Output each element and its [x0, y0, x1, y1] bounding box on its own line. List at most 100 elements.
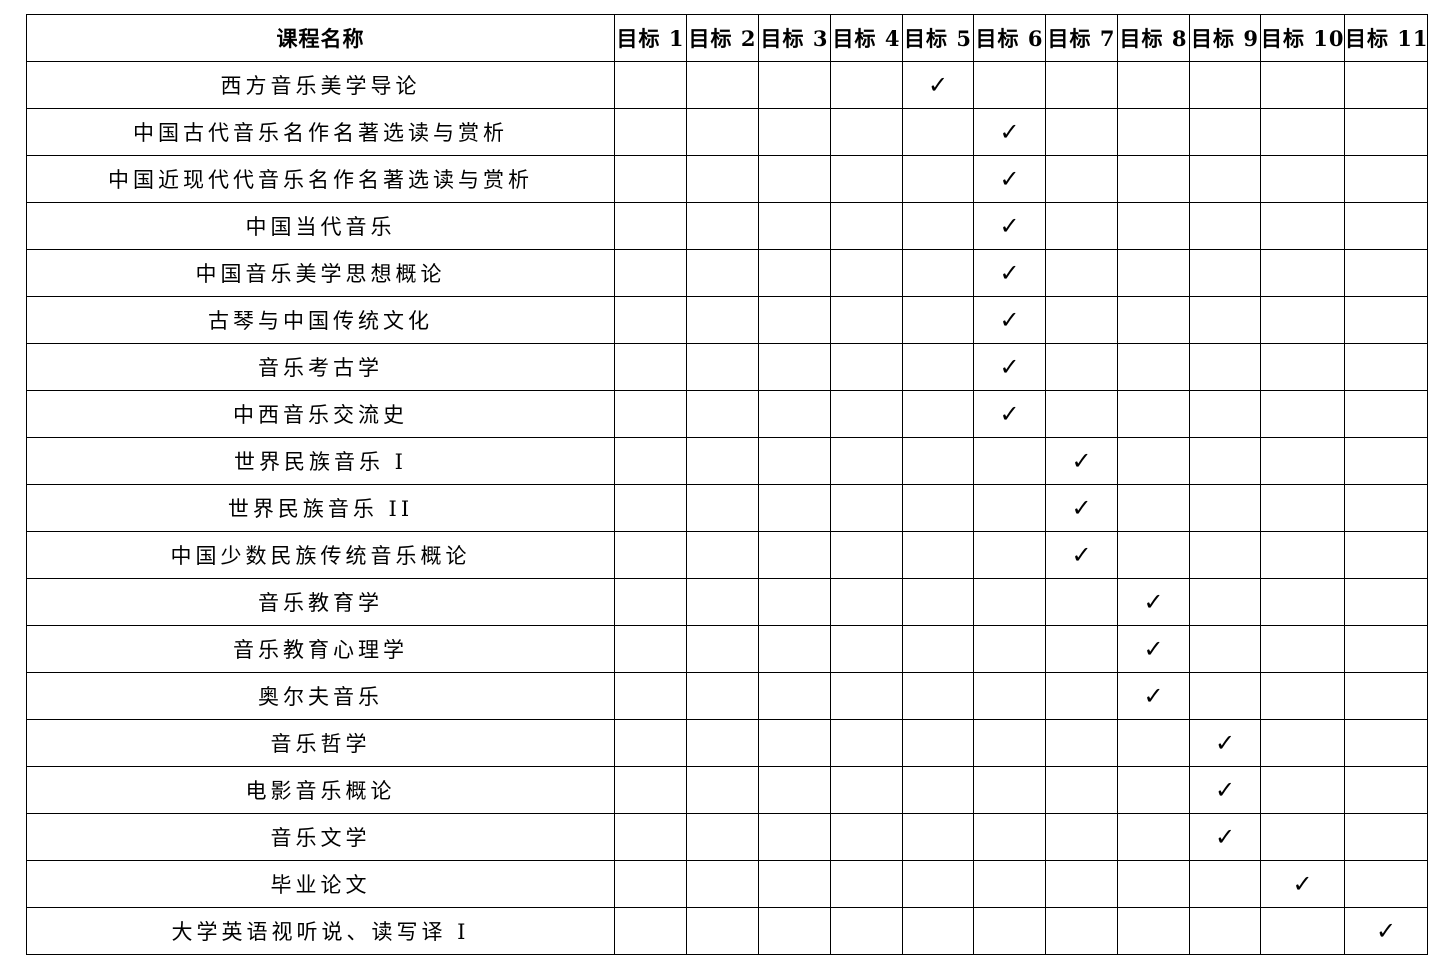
course-name-cell: 中国音乐美学思想概论 [26, 249, 615, 297]
target-cell [1045, 860, 1118, 908]
target-cell [1117, 766, 1190, 814]
course-name-cell: 奥尔夫音乐 [26, 672, 615, 720]
course-name-cell: 中国古代音乐名作名著选读与赏析 [26, 108, 615, 156]
target-cell [973, 578, 1046, 626]
course-name-cell: 古琴与中国传统文化 [26, 296, 615, 344]
target-cell [758, 155, 831, 203]
target-cell [1344, 249, 1428, 297]
table-row: 音乐考古学 ✓ [26, 343, 1428, 391]
target-cell [686, 625, 759, 673]
target-cell [830, 766, 903, 814]
table-row: 音乐教育心理学 ✓ [26, 625, 1428, 673]
target-cell [758, 484, 831, 532]
course-name-cell: 中国当代音乐 [26, 202, 615, 250]
target-cell [1117, 813, 1190, 861]
table-row: 中国少数民族传统音乐概论 ✓ [26, 531, 1428, 579]
target-cell [758, 202, 831, 250]
target-cell [1260, 390, 1345, 438]
table-row: 世界民族音乐 I ✓ [26, 437, 1428, 485]
target-cell [1344, 672, 1428, 720]
target-cell [1260, 249, 1345, 297]
target-cell [1045, 578, 1118, 626]
target-cell [1189, 672, 1261, 720]
header-course-name: 课程名称 [26, 14, 615, 62]
table-row: 电影音乐概论 ✓ [26, 766, 1428, 814]
table-row: 中国当代音乐 ✓ [26, 202, 1428, 250]
course-name-cell: 世界民族音乐 II [26, 484, 615, 532]
target-cell [1045, 390, 1118, 438]
target-cell [1117, 249, 1190, 297]
target-cell [1189, 61, 1261, 109]
course-name-cell: 电影音乐概论 [26, 766, 615, 814]
target-cell [830, 719, 903, 767]
check-mark-icon: ✓ [999, 212, 1020, 240]
target-cell [1117, 108, 1190, 156]
target-cell [830, 61, 903, 109]
target-cell [1344, 531, 1428, 579]
check-mark-icon: ✓ [1071, 541, 1092, 569]
target-cell [830, 531, 903, 579]
target-cell [686, 907, 759, 955]
target-cell [1189, 108, 1261, 156]
check-mark-icon: ✓ [1214, 823, 1236, 851]
target-cell [1344, 202, 1428, 250]
check-mark-icon: ✓ [999, 353, 1020, 381]
target-cell [686, 484, 759, 532]
target-cell [614, 625, 687, 673]
target-cell [758, 813, 831, 861]
target-cell [830, 860, 903, 908]
target-cell [1189, 155, 1261, 203]
target-cell: ✓ [1045, 484, 1118, 532]
target-cell [614, 343, 687, 391]
target-cell [1189, 625, 1261, 673]
target-cell [902, 437, 974, 485]
target-cell [902, 202, 974, 250]
header-target-2: 目标 2 [686, 14, 759, 62]
target-cell [686, 719, 759, 767]
target-cell [758, 296, 831, 344]
target-cell [686, 61, 759, 109]
target-cell [1260, 672, 1345, 720]
target-cell [1344, 578, 1428, 626]
target-cell [758, 108, 831, 156]
header-target-5: 目标 5 [902, 14, 974, 62]
target-cell: ✓ [1117, 672, 1190, 720]
table-row: 中国音乐美学思想概论 ✓ [26, 249, 1428, 297]
target-cell [1117, 860, 1190, 908]
target-cell [758, 672, 831, 720]
target-cell [686, 860, 759, 908]
target-cell [758, 531, 831, 579]
target-cell [902, 484, 974, 532]
target-cell [973, 766, 1046, 814]
target-cell: ✓ [1117, 578, 1190, 626]
target-cell [1189, 202, 1261, 250]
target-cell [614, 672, 687, 720]
table-row: 中国近现代代音乐名作名著选读与赏析 ✓ [26, 155, 1428, 203]
target-cell [1344, 484, 1428, 532]
target-cell [830, 108, 903, 156]
target-cell: ✓ [1189, 719, 1261, 767]
table-row: 音乐教育学 ✓ [26, 578, 1428, 626]
table-row: 音乐哲学 ✓ [26, 719, 1428, 767]
target-cell: ✓ [973, 249, 1046, 297]
target-cell [1117, 61, 1190, 109]
target-cell [686, 578, 759, 626]
target-cell [614, 437, 687, 485]
target-cell [614, 531, 687, 579]
check-mark-icon: ✓ [999, 118, 1020, 146]
header-target-10: 目标 10 [1260, 14, 1345, 62]
target-cell [1344, 860, 1428, 908]
target-cell [830, 390, 903, 438]
target-cell [1045, 296, 1118, 344]
target-cell [1260, 766, 1345, 814]
target-cell [1260, 155, 1345, 203]
target-cell [1344, 813, 1428, 861]
target-cell [973, 719, 1046, 767]
table-row: 毕业论文 ✓ [26, 860, 1428, 908]
target-cell [973, 813, 1046, 861]
header-target-11: 目标 11 [1344, 14, 1428, 62]
target-cell [1045, 813, 1118, 861]
target-cell [1260, 202, 1345, 250]
target-cell [830, 296, 903, 344]
target-cell [1260, 296, 1345, 344]
